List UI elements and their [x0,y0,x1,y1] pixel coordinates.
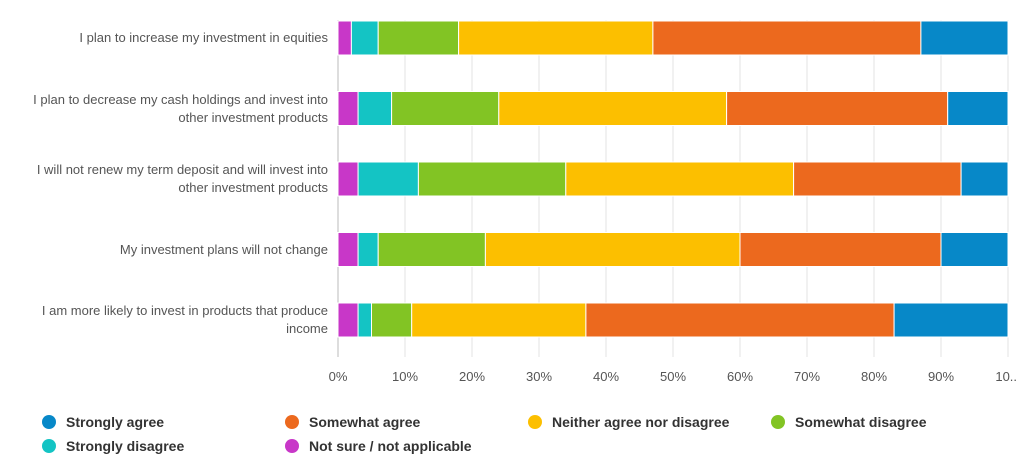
bar-segment[interactable] [484,232,741,267]
bar-segment[interactable] [357,302,373,338]
bar-segment[interactable] [371,302,413,338]
bar-segment[interactable] [565,161,795,197]
bar-segment[interactable] [793,161,962,197]
legend-label: Strongly agree [66,414,165,430]
bar-segment[interactable] [357,232,379,267]
legend-item-somewhat-agree[interactable]: Somewhat agree [285,414,420,430]
legend-swatch [528,415,542,429]
x-tick-label: 10% [392,369,418,384]
category-label: I am more likely to invest in products t… [41,303,328,336]
bar-segment[interactable] [337,91,359,126]
x-axis-ticks: 0% 10% 20% 30% 40% 50% 60% 70% 80% 90% 10... [329,369,1018,384]
bar-segment[interactable] [498,91,728,126]
category-label: I plan to increase my investment in equi… [79,30,328,45]
bar-segment[interactable] [940,232,1009,267]
bar-segment[interactable] [411,302,587,338]
bar-segment[interactable] [337,232,359,267]
category-label: I plan to decrease my cash holdings and … [33,91,328,125]
bar-segment[interactable] [337,20,352,56]
bar-segment[interactable] [417,161,567,197]
bar-segment[interactable] [920,20,1009,56]
legend: Strongly agree Somewhat agree Neither ag… [42,408,1002,460]
bar-segment[interactable] [357,161,419,197]
bar-segment[interactable] [960,161,1009,197]
bar-segment[interactable] [377,20,460,56]
legend-swatch [42,439,56,453]
bar-segment[interactable] [350,20,379,56]
bar-segment[interactable] [391,91,500,126]
bar-segment[interactable] [726,91,949,126]
x-tick-label: 60% [727,369,753,384]
bar-segment[interactable] [585,302,895,338]
legend-label: Somewhat disagree [795,414,927,430]
x-tick-label: 90% [928,369,954,384]
category-label: I will not renew my term deposit and wil… [36,162,328,195]
x-tick-label: 20% [459,369,485,384]
bar-segment[interactable] [377,232,486,267]
legend-swatch [285,439,299,453]
bar-segment[interactable] [357,91,393,126]
category-label: My investment plans will not change [119,241,328,257]
legend-swatch [771,415,785,429]
legend-swatch [42,415,56,429]
bars [337,20,1009,338]
bar-segment[interactable] [893,302,1009,338]
bar-segment[interactable] [458,20,654,56]
x-tick-label: 40% [593,369,619,384]
x-tick-label: 80% [861,369,887,384]
bar-segment[interactable] [337,161,359,197]
legend-swatch [285,415,299,429]
bar-segment[interactable] [739,232,942,267]
x-tick-label: 70% [794,369,820,384]
x-tick-label: 0% [329,369,348,384]
legend-item-strongly-disagree[interactable]: Strongly disagree [42,438,184,454]
x-tick-label: 30% [526,369,552,384]
legend-item-neither[interactable]: Neither agree nor disagree [528,414,729,430]
stacked-bar-chart: 0% 10% 20% 30% 40% 50% 60% 70% 80% 90% 10... [329,20,1018,384]
bar-segment[interactable] [652,20,922,56]
legend-label: Not sure / not applicable [309,438,472,454]
legend-label: Somewhat agree [309,414,421,430]
legend-item-somewhat-disagree[interactable]: Somewhat disagree [771,414,927,430]
x-tick-label: 50% [660,369,686,384]
bar-segment[interactable] [947,91,1009,126]
x-tick-label: 10... [995,369,1018,384]
legend-item-not-sure[interactable]: Not sure / not applicable [285,438,472,454]
legend-item-strongly-agree[interactable]: Strongly agree [42,414,164,430]
bar-segment[interactable] [337,302,359,338]
legend-label: Neither agree nor disagree [552,414,730,430]
legend-label: Strongly disagree [66,438,185,454]
